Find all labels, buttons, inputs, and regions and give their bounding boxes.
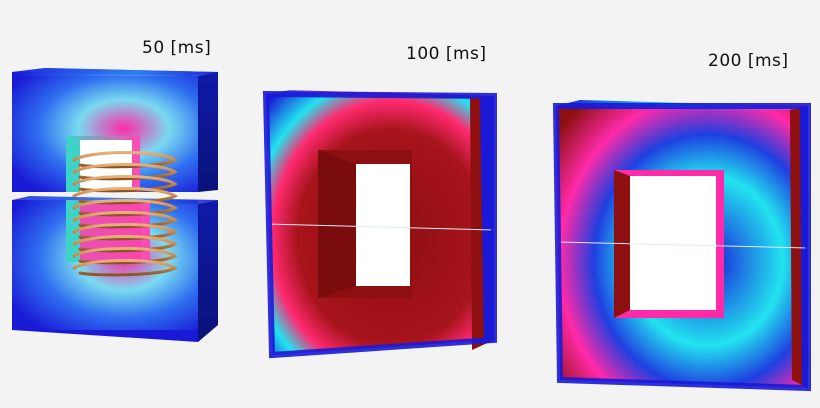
core-200ms	[552, 100, 811, 392]
lower-core-half	[12, 196, 218, 342]
copper-coil	[72, 151, 178, 277]
time-label-200ms: 200 [ms]	[708, 51, 789, 71]
upper-core-half	[12, 68, 218, 192]
core-100ms	[262, 90, 497, 359]
time-label-50ms: 50 [ms]	[142, 38, 212, 58]
time-label-100ms: 100 [ms]	[406, 44, 487, 64]
core-50ms	[12, 68, 218, 342]
